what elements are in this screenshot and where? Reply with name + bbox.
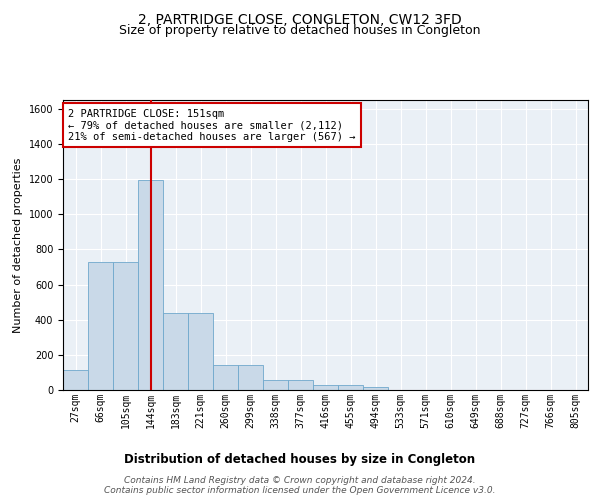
Bar xyxy=(213,366,238,390)
Bar xyxy=(238,366,263,390)
Bar xyxy=(63,370,88,390)
Bar xyxy=(363,388,388,390)
Text: Size of property relative to detached houses in Congleton: Size of property relative to detached ho… xyxy=(119,24,481,37)
Bar xyxy=(88,262,113,390)
Bar xyxy=(188,312,213,390)
Text: Contains HM Land Registry data © Crown copyright and database right 2024.
Contai: Contains HM Land Registry data © Crown c… xyxy=(104,476,496,495)
Bar xyxy=(138,180,163,390)
Bar xyxy=(338,385,363,390)
Text: Distribution of detached houses by size in Congleton: Distribution of detached houses by size … xyxy=(124,452,476,466)
Text: 2, PARTRIDGE CLOSE, CONGLETON, CW12 3FD: 2, PARTRIDGE CLOSE, CONGLETON, CW12 3FD xyxy=(138,12,462,26)
Bar xyxy=(263,380,288,390)
Bar xyxy=(288,380,313,390)
Bar xyxy=(163,312,188,390)
Bar xyxy=(313,385,338,390)
Bar xyxy=(113,262,138,390)
Y-axis label: Number of detached properties: Number of detached properties xyxy=(13,158,23,332)
Text: 2 PARTRIDGE CLOSE: 151sqm
← 79% of detached houses are smaller (2,112)
21% of se: 2 PARTRIDGE CLOSE: 151sqm ← 79% of detac… xyxy=(68,108,356,142)
